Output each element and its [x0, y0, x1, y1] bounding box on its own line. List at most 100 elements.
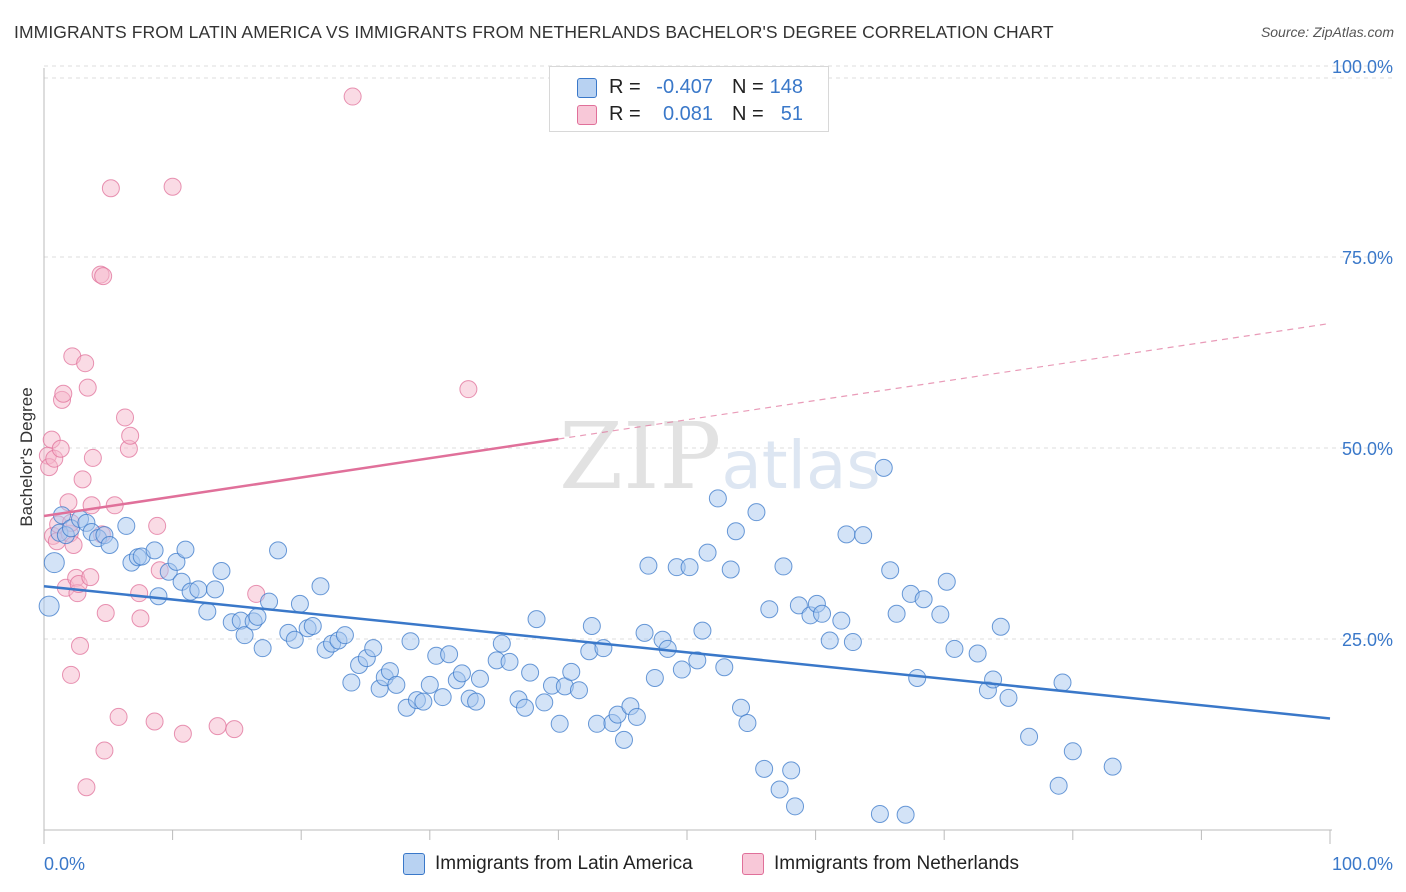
- latin-america-point: [645, 668, 664, 687]
- latin-america-point: [303, 617, 322, 636]
- latin-america-point: [562, 662, 581, 681]
- latin-america-points: [38, 458, 1122, 824]
- netherlands-point: [96, 604, 115, 623]
- latin-america-point: [290, 594, 309, 613]
- latin-america-point: [527, 610, 546, 629]
- latin-america-point: [364, 639, 383, 658]
- latin-america-point: [253, 639, 272, 658]
- latin-america-point: [260, 592, 279, 611]
- latin-america-point: [639, 556, 658, 575]
- netherlands-point: [76, 354, 95, 373]
- watermark: ZIPatlas: [559, 403, 881, 510]
- legend-n-label: N =: [732, 76, 764, 98]
- latin-america-point: [755, 759, 774, 778]
- latin-america-point: [999, 688, 1018, 707]
- legend-swatch-blue: [577, 78, 597, 98]
- netherlands-point: [173, 724, 192, 743]
- legend-label: Immigrants from Latin America: [435, 853, 693, 874]
- latin-america-point: [335, 626, 354, 645]
- latin-america-point: [721, 560, 740, 579]
- latin-america-point: [176, 540, 195, 559]
- netherlands-point: [109, 707, 128, 726]
- latin-america-point: [854, 526, 873, 545]
- label-layer: 25.0% 50.0% 75.0% 100.0% 0.0% 100.0%: [44, 57, 1393, 874]
- latin-america-point: [708, 489, 727, 508]
- latin-america-point: [1053, 673, 1072, 692]
- latin-america-point: [870, 804, 889, 823]
- latin-america-point: [608, 705, 627, 724]
- latin-america-point: [732, 698, 751, 717]
- latin-america-point: [914, 590, 933, 609]
- latin-america-point: [167, 552, 186, 571]
- netherlands-point: [208, 717, 227, 736]
- legend-n-label: N =: [732, 103, 764, 125]
- latin-america-point: [945, 639, 964, 658]
- latin-america-point: [100, 536, 119, 555]
- latin-america-point: [235, 626, 254, 645]
- legend-swatch-pink: [742, 853, 764, 875]
- netherlands-point: [95, 741, 114, 760]
- netherlands-point: [163, 177, 182, 196]
- latin-america-point: [726, 522, 745, 541]
- latin-america-point: [635, 623, 654, 642]
- latin-america-point: [832, 611, 851, 630]
- latin-america-point: [789, 596, 808, 615]
- latin-america-point: [521, 663, 540, 682]
- y-tick-label: 50.0%: [1342, 439, 1393, 459]
- netherlands-point: [130, 584, 149, 603]
- y-tick-label: 75.0%: [1342, 248, 1393, 268]
- watermark-atlas: atlas: [721, 427, 881, 504]
- netherlands-trendline-solid: [43, 437, 559, 518]
- netherlands-trendline-dashed: [558, 322, 1331, 440]
- latin-america-point: [991, 617, 1010, 636]
- latin-america-point: [470, 669, 489, 688]
- legend-n-value: 148: [769, 76, 803, 98]
- latin-america-point: [500, 652, 519, 671]
- latin-america-point: [311, 577, 330, 596]
- netherlands-point: [78, 378, 97, 397]
- netherlands-point: [101, 179, 120, 198]
- latin-america-point: [569, 681, 588, 700]
- netherlands-point: [51, 439, 70, 458]
- latin-america-point: [614, 730, 633, 749]
- latin-america-point: [515, 698, 534, 717]
- legend-n-value: 51: [780, 103, 803, 125]
- latin-america-point: [433, 688, 452, 707]
- source-label: Source: ZipAtlas.com: [1260, 24, 1394, 40]
- latin-america-point: [117, 516, 136, 535]
- latin-america-point: [820, 631, 839, 650]
- netherlands-point: [148, 516, 167, 535]
- x-tick-label: 0.0%: [44, 854, 85, 874]
- netherlands-point: [225, 720, 244, 739]
- latin-america-point: [198, 602, 217, 621]
- latin-america-point: [1020, 727, 1039, 746]
- latin-america-point: [1049, 776, 1068, 795]
- latin-america-point: [627, 707, 646, 726]
- netherlands-point: [82, 496, 101, 515]
- watermark-zip: ZIP: [559, 403, 721, 510]
- latin-america-point: [874, 458, 893, 477]
- netherlands-point: [116, 408, 135, 427]
- chart-title: IMMIGRANTS FROM LATIN AMERICA VS IMMIGRA…: [14, 22, 1054, 42]
- latin-america-point: [693, 621, 712, 640]
- latin-america-point: [492, 634, 511, 653]
- latin-america-point: [414, 692, 433, 711]
- latin-america-point: [760, 600, 779, 619]
- legend-swatch-blue: [403, 853, 425, 875]
- series-legend: Immigrants from Latin America Immigrants…: [0, 852, 1406, 878]
- latin-america-point: [747, 503, 766, 522]
- correlation-legend: R = -0.407 N = 148 R = 0.081 N = 51: [549, 66, 829, 132]
- latin-america-point: [452, 664, 471, 683]
- legend-swatch-pink: [577, 105, 597, 125]
- latin-america-point: [715, 658, 734, 677]
- netherlands-point: [81, 568, 100, 587]
- latin-america-point: [587, 714, 606, 733]
- latin-america-point: [387, 675, 406, 694]
- latin-america-point: [887, 604, 906, 623]
- latin-america-point: [248, 607, 267, 626]
- latin-america-point: [467, 692, 486, 711]
- y-axis-title: Bachelor's Degree: [17, 387, 36, 526]
- latin-america-point: [881, 561, 900, 580]
- legend-r-value: -0.407: [656, 76, 713, 98]
